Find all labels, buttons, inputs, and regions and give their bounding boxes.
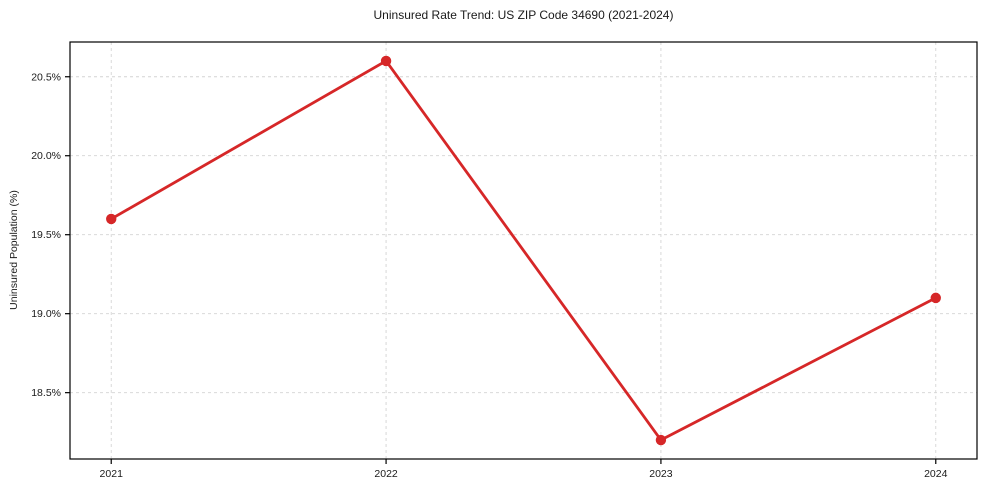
- y-tick-label: 18.5%: [31, 387, 61, 399]
- trend-line: [109, 59, 938, 442]
- x-tick-label: 2021: [100, 468, 124, 480]
- plot-border: [69, 41, 978, 460]
- chart-title: Uninsured Rate Trend: US ZIP Code 34690 …: [373, 8, 674, 22]
- y-tick-label: 20.5%: [31, 71, 61, 83]
- data-point-marker: [106, 213, 117, 225]
- data-point-marker: [380, 55, 392, 67]
- x-tick-label: 2024: [924, 468, 948, 480]
- y-axis-label: Uninsured Population (%): [8, 190, 20, 310]
- data-point-marker: [930, 292, 941, 304]
- x-tick-label: 2022: [374, 468, 398, 480]
- y-tick-label: 19.5%: [31, 229, 61, 241]
- y-tick-label: 20.0%: [31, 150, 61, 162]
- data-point-marker: [655, 434, 667, 446]
- y-tick-label: 19.0%: [31, 308, 61, 320]
- x-tick-label: 2023: [649, 468, 673, 480]
